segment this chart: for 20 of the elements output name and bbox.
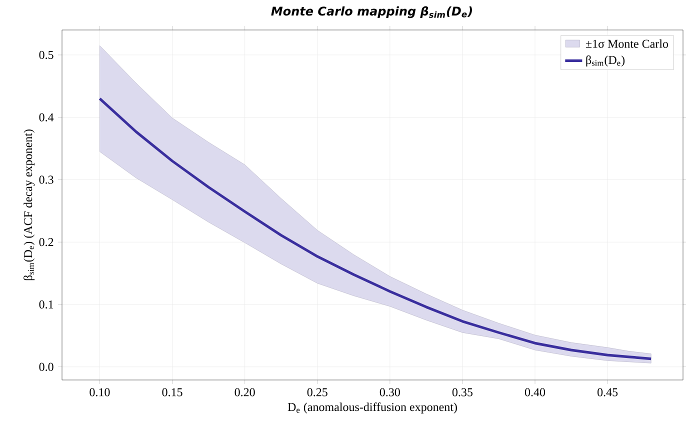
x-tick-label: 0.10 bbox=[90, 388, 110, 396]
line-series bbox=[98, 97, 652, 360]
y-axis-title: β$_{sim}$(D$_{e}$) (ACF decay exponent) bbox=[24, 130, 35, 280]
x-tick-label: 0.40 bbox=[524, 388, 546, 396]
y-tick-label: 0.5 bbox=[39, 50, 54, 60]
y-tick-label: 0.3 bbox=[39, 176, 54, 184]
legend-label: β$_{sim}$(D$_{e}$) bbox=[586, 56, 625, 67]
chart-title: Monte Carlo mapping β$_{sim}$(D$_{e}$) bbox=[271, 6, 472, 18]
x-tick-label: 0.30 bbox=[380, 388, 400, 396]
y-tick-label: 0.2 bbox=[39, 238, 54, 246]
x-axis-title: D$_{e}$ (anomalous-diffusion exponent) bbox=[288, 402, 457, 414]
y-tick-label: 0.0 bbox=[39, 362, 54, 371]
x-tick-label: 0.45 bbox=[598, 388, 618, 396]
x-tick-label: 0.20 bbox=[234, 388, 255, 396]
annotation: ±1σ Monte Carlo bbox=[586, 39, 668, 48]
x-tick-label: 0.25 bbox=[307, 388, 328, 396]
y-tick-label: 0.4 bbox=[39, 113, 54, 122]
x-tick-label: 0.35 bbox=[452, 388, 472, 396]
x-tick-label: 0.15 bbox=[162, 388, 182, 396]
y-tick-label: 0.1 bbox=[39, 300, 54, 309]
